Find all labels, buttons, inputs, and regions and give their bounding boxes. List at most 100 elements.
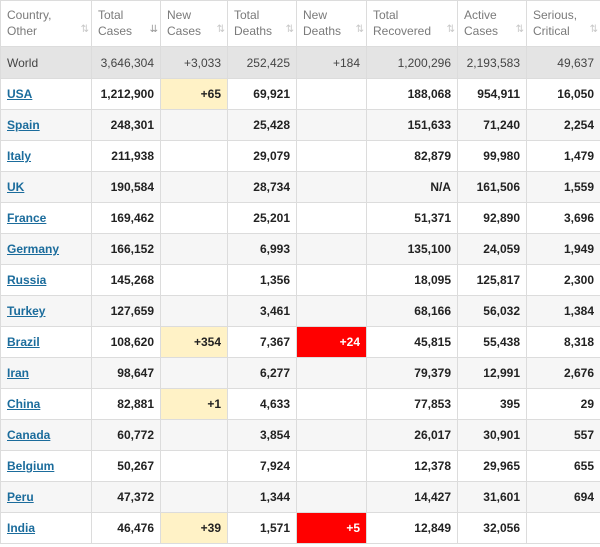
sort-desc-icon[interactable]: ⇊ — [149, 24, 159, 35]
serious-critical-cell: 1,479 — [526, 140, 600, 172]
sort-icon[interactable]: ⇅ — [446, 24, 456, 35]
country-link[interactable]: Belgium — [7, 459, 55, 473]
active-cases-column-header[interactable]: Active Cases ⇅ — [457, 0, 527, 47]
header-label-line1: Total — [234, 8, 260, 22]
total-recovered-cell: 135,100 — [366, 233, 458, 265]
sort-icon[interactable]: ⇅ — [355, 24, 365, 35]
country-cell: Brazil — [0, 326, 92, 358]
new-cases-cell: +65 — [160, 78, 228, 110]
total-recovered-cell: 1,200,296 — [366, 46, 458, 79]
country-link[interactable]: France — [7, 211, 47, 225]
country-cell: Belgium — [0, 450, 92, 482]
new-deaths-cell: +184 — [296, 46, 367, 79]
country-link[interactable]: Iran — [7, 366, 30, 380]
total-deaths-cell: 6,993 — [227, 233, 297, 265]
new-deaths-cell — [296, 481, 367, 513]
country-link[interactable]: Russia — [7, 273, 47, 287]
new-deaths-cell: +5 — [296, 512, 367, 544]
country-link[interactable]: India — [7, 521, 36, 535]
total-cases-cell: 145,268 — [91, 264, 161, 296]
header-label-line1: New — [303, 8, 328, 22]
country-cell: Turkey — [0, 295, 92, 327]
country-column-header[interactable]: Country, Other ⇅ — [0, 0, 92, 47]
table-row: Iran 98,647 6,277 79,379 12,991 2,676 — [0, 357, 600, 389]
total-recovered-cell: 79,379 — [366, 357, 458, 389]
country-link[interactable]: UK — [7, 180, 25, 194]
total-recovered-cell: N/A — [366, 171, 458, 203]
total-recovered-column-header[interactable]: Total Recovered ⇅ — [366, 0, 458, 47]
active-cases-cell: 125,817 — [457, 264, 527, 296]
total-deaths-cell: 7,367 — [227, 326, 297, 358]
country-link[interactable]: Germany — [7, 242, 60, 256]
country-link[interactable]: Peru — [7, 490, 34, 504]
header-label-line2: Other — [7, 24, 38, 38]
total-cases-cell: 50,267 — [91, 450, 161, 482]
total-cases-cell: 98,647 — [91, 357, 161, 389]
serious-critical-cell: 49,637 — [526, 46, 600, 79]
total-cases-cell: 127,659 — [91, 295, 161, 327]
total-cases-cell: 211,938 — [91, 140, 161, 172]
sort-icon[interactable]: ⇅ — [285, 24, 295, 35]
new-deaths-cell — [296, 233, 367, 265]
table-row: Canada 60,772 3,854 26,017 30,901 557 — [0, 419, 600, 451]
serious-critical-cell: 1,559 — [526, 171, 600, 203]
serious-critical-cell: 16,050 — [526, 78, 600, 110]
sort-icon[interactable]: ⇅ — [216, 24, 226, 35]
country-link[interactable]: Brazil — [7, 335, 40, 349]
total-recovered-cell: 188,068 — [366, 78, 458, 110]
sort-icon[interactable]: ⇅ — [589, 24, 599, 35]
total-recovered-cell: 68,166 — [366, 295, 458, 327]
new-deaths-column-header[interactable]: New Deaths ⇅ — [296, 0, 367, 47]
new-cases-cell — [160, 140, 228, 172]
table-row: Italy 211,938 29,079 82,879 99,980 1,479 — [0, 140, 600, 172]
country-link[interactable]: China — [7, 397, 41, 411]
country-cell: Germany — [0, 233, 92, 265]
sort-icon[interactable]: ⇅ — [80, 24, 90, 35]
active-cases-cell: 30,901 — [457, 419, 527, 451]
total-deaths-cell: 4,633 — [227, 388, 297, 420]
total-recovered-cell: 14,427 — [366, 481, 458, 513]
header-label-line1: Country, — [7, 8, 52, 22]
serious-critical-cell: 29 — [526, 388, 600, 420]
country-link[interactable]: Italy — [7, 149, 32, 163]
active-cases-cell: 56,032 — [457, 295, 527, 327]
new-cases-cell — [160, 202, 228, 234]
total-cases-column-header[interactable]: Total Cases ⇊ — [91, 0, 161, 47]
serious-critical-cell — [526, 512, 600, 544]
table-row: Peru 47,372 1,344 14,427 31,601 694 — [0, 481, 600, 513]
header-label-line2: Recovered — [373, 24, 432, 38]
total-recovered-cell: 82,879 — [366, 140, 458, 172]
serious-critical-column-header[interactable]: Serious, Critical ⇅ — [526, 0, 600, 47]
country-cell: UK — [0, 171, 92, 203]
country-cell: World — [0, 46, 92, 79]
total-deaths-cell: 25,428 — [227, 109, 297, 141]
country-cell: Canada — [0, 419, 92, 451]
new-deaths-cell — [296, 171, 367, 203]
country-link[interactable]: Turkey — [7, 304, 46, 318]
table-row: France 169,462 25,201 51,371 92,890 3,696 — [0, 202, 600, 234]
world-total-row: World 3,646,304 +3,033 252,425 +184 1,200,296… — [0, 46, 600, 79]
new-cases-cell: +3,033 — [160, 46, 228, 79]
header-label-line2: Critical — [533, 24, 570, 38]
header-row: Country, Other ⇅ Total Cases ⇊ New Cases ⇅ Total D… — [0, 0, 600, 47]
new-deaths-cell — [296, 295, 367, 327]
total-deaths-column-header[interactable]: Total Deaths ⇅ — [227, 0, 297, 47]
total-cases-cell: 60,772 — [91, 419, 161, 451]
country-link[interactable]: USA — [7, 87, 33, 101]
new-deaths-cell — [296, 357, 367, 389]
country-link[interactable]: Spain — [7, 118, 40, 132]
country-cell: Iran — [0, 357, 92, 389]
total-deaths-cell: 252,425 — [227, 46, 297, 79]
table-row: Spain 248,301 25,428 151,633 71,240 2,254 — [0, 109, 600, 141]
total-recovered-cell: 151,633 — [366, 109, 458, 141]
sort-icon[interactable]: ⇅ — [515, 24, 525, 35]
new-cases-column-header[interactable]: New Cases ⇅ — [160, 0, 228, 47]
table-row: Brazil 108,620 +354 7,367 +24 45,815 55,438 8,3… — [0, 326, 600, 358]
new-cases-cell — [160, 419, 228, 451]
country-link[interactable]: Canada — [7, 428, 51, 442]
table-row: Belgium 50,267 7,924 12,378 29,965 655 — [0, 450, 600, 482]
serious-critical-cell: 655 — [526, 450, 600, 482]
serious-critical-cell: 2,254 — [526, 109, 600, 141]
total-cases-cell: 166,152 — [91, 233, 161, 265]
table-body: World 3,646,304 +3,033 252,425 +184 1,200,296… — [0, 46, 600, 544]
